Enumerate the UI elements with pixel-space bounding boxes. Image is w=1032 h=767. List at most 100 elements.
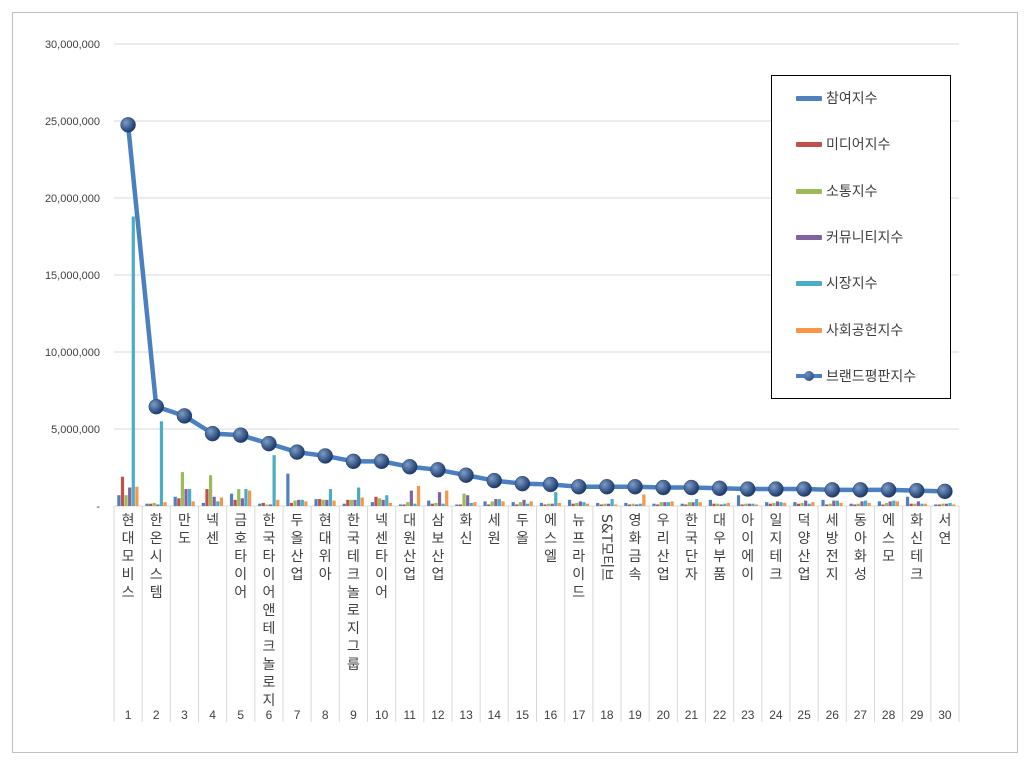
- line-point: [909, 482, 925, 499]
- bar: [941, 503, 945, 506]
- bar: [652, 503, 656, 506]
- line-point: [148, 398, 164, 415]
- bar: [188, 489, 192, 506]
- bar: [832, 500, 836, 506]
- bar: [346, 499, 350, 506]
- bar: [916, 501, 920, 506]
- legend-item: 브랜드평판지수: [796, 366, 916, 386]
- bar: [582, 502, 586, 506]
- bar: [740, 504, 744, 506]
- bar: [849, 503, 853, 506]
- bar: [159, 421, 164, 506]
- bar: [145, 503, 149, 506]
- bar: [149, 503, 153, 506]
- bar: [437, 492, 442, 506]
- bar: [800, 502, 804, 506]
- bar: [881, 504, 885, 506]
- bar: [783, 502, 787, 506]
- bar: [913, 503, 917, 506]
- bar: [796, 503, 801, 506]
- bar: [768, 503, 772, 506]
- bar: [272, 455, 276, 506]
- legend-item: 미디어지수: [796, 134, 890, 154]
- y-tick-label: 20,000,000: [45, 193, 100, 205]
- bar: [177, 498, 181, 506]
- bar: [695, 499, 699, 506]
- legend-label: 사회공헌지수: [826, 323, 904, 339]
- bar: [821, 499, 825, 506]
- x-rank-label: 7: [294, 708, 301, 722]
- line-point: [458, 467, 474, 483]
- bar: [462, 493, 466, 506]
- bar: [304, 501, 308, 506]
- legend-item: 시장지수: [796, 273, 878, 293]
- bar: [240, 498, 244, 506]
- line-point: [599, 479, 615, 495]
- bar: [807, 503, 811, 506]
- line-point: [571, 479, 587, 495]
- bar: [490, 501, 494, 506]
- x-rank-label: 12: [431, 708, 445, 722]
- line-point: [740, 481, 756, 497]
- bar: [856, 503, 861, 506]
- x-rank-label: 1: [125, 708, 132, 722]
- bar: [427, 500, 431, 506]
- bar: [120, 476, 125, 506]
- bar: [578, 501, 582, 506]
- x-category-label: S&T모티브: [598, 514, 614, 581]
- bar: [853, 504, 857, 506]
- legend-label: 시장지수: [826, 276, 878, 292]
- line-point: [289, 444, 305, 460]
- bar: [614, 504, 618, 506]
- legend-line-marker: [796, 371, 822, 381]
- bar: [839, 502, 843, 506]
- bar: [163, 502, 167, 506]
- bar: [526, 503, 530, 506]
- line-point: [627, 479, 643, 495]
- line-point: [824, 482, 840, 498]
- bar: [596, 502, 600, 506]
- bar: [314, 499, 318, 506]
- x-rank-label: 15: [516, 708, 530, 722]
- bar: [793, 502, 797, 506]
- bar: [515, 504, 519, 506]
- bar: [557, 502, 561, 506]
- line-point: [880, 482, 897, 498]
- bar: [117, 495, 121, 506]
- x-rank-label: 11: [404, 708, 417, 722]
- legend-swatch: [796, 280, 822, 286]
- bar: [804, 500, 808, 506]
- bar: [923, 503, 928, 506]
- bar: [884, 502, 889, 506]
- bar: [828, 503, 832, 506]
- line-point: [711, 480, 728, 497]
- x-rank-label: 19: [628, 708, 642, 722]
- bar: [208, 475, 213, 506]
- line-point: [655, 479, 671, 496]
- bar: [835, 500, 840, 506]
- bar: [610, 499, 614, 506]
- line-point: [373, 453, 390, 470]
- bar: [937, 504, 941, 506]
- bar: [247, 490, 252, 506]
- legend-label: 브랜드평판지수: [826, 369, 917, 385]
- bar: [152, 502, 156, 506]
- bar: [381, 499, 385, 506]
- x-rank-label: 3: [181, 708, 188, 722]
- line-point: [683, 479, 700, 496]
- bar: [712, 503, 716, 506]
- bar: [511, 502, 515, 506]
- bar: [719, 504, 723, 506]
- bar: [864, 500, 868, 506]
- bar: [124, 495, 128, 506]
- bar: [775, 501, 780, 506]
- line-point: [233, 427, 249, 443]
- bar: [744, 503, 748, 506]
- y-tick-label: 10,000,000: [45, 347, 100, 359]
